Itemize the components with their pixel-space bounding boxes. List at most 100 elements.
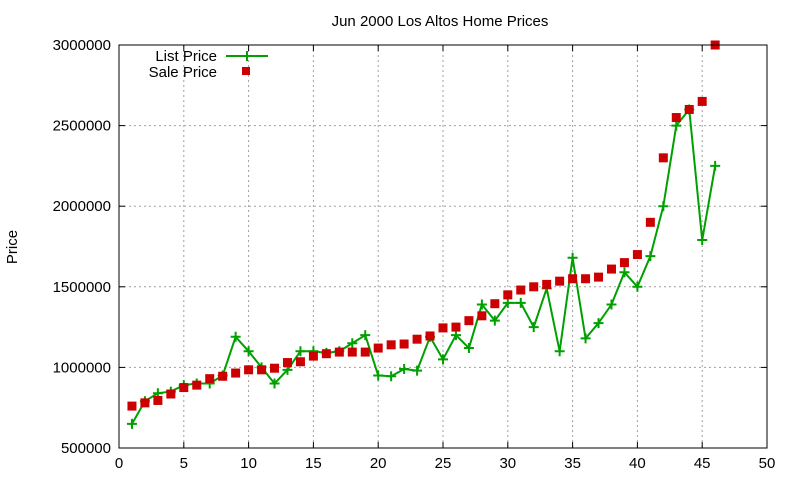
list-price-point (295, 346, 306, 357)
sale-price-point (619, 258, 629, 268)
sale-price-point (594, 272, 604, 282)
list-price-point (386, 371, 397, 382)
sale-price-point (684, 104, 694, 114)
list-price-point (476, 299, 487, 310)
sale-price-point (412, 334, 422, 344)
sale-price-point (581, 274, 591, 284)
sale-price-point (671, 113, 681, 123)
sale-price-point (606, 264, 616, 274)
list-price-point (567, 252, 578, 263)
legend-entry-list-price: List Price (155, 48, 268, 65)
y-tick-label: 3000000 (53, 37, 111, 54)
sale-price-point (127, 401, 137, 411)
sale-price-point (270, 363, 280, 373)
list-price-point (606, 299, 617, 310)
sale-price-point (192, 380, 202, 390)
sale-price-point (308, 351, 318, 361)
list-price-point (554, 346, 565, 357)
x-tick-label: 25 (435, 455, 452, 472)
x-tick-label: 35 (564, 455, 581, 472)
list-price-point (347, 338, 358, 349)
sale-price-point (334, 347, 344, 357)
sale-price-point (373, 343, 383, 353)
sale-price-point (295, 357, 305, 367)
list-price-point (230, 331, 241, 342)
x-tick-label: 5 (180, 455, 188, 472)
sale-price-point (166, 389, 176, 399)
list-price-point (399, 364, 410, 375)
sale-price-point (516, 285, 526, 295)
list-price-point (671, 120, 682, 131)
sale-price-point (399, 339, 409, 349)
legend-square-marker (242, 67, 250, 75)
plot-border (118, 44, 768, 449)
y-tick-label: 500000 (61, 440, 111, 457)
sale-price-point (425, 331, 435, 341)
list-price-point (243, 346, 254, 357)
sale-price-point (477, 311, 487, 321)
sale-price-point (205, 374, 215, 384)
sale-price-point (386, 340, 396, 350)
sale-price-point (231, 368, 241, 378)
y-axis-label: Price (4, 230, 21, 264)
sale-price-point (438, 323, 448, 333)
list-price-point (710, 160, 721, 171)
list-price-point (528, 322, 539, 333)
list-price-point (438, 354, 448, 365)
list-price-point (269, 378, 280, 389)
sale-price-point (244, 365, 254, 375)
sale-price-point (179, 383, 189, 393)
list-price-point (593, 318, 604, 329)
y-tick-label: 2000000 (53, 198, 111, 215)
list-price-point (580, 333, 591, 344)
sale-price-point (632, 250, 642, 260)
sale-price-point (451, 322, 461, 332)
sale-price-point (542, 279, 552, 289)
sale-price-point (360, 347, 370, 357)
list-price-point (126, 418, 137, 429)
legend-label: Sale Price (149, 64, 217, 81)
sale-price-point (645, 217, 655, 227)
list-price-point (619, 267, 630, 278)
series (126, 40, 721, 429)
sale-price-point (153, 395, 163, 405)
y-tick-label: 1000000 (53, 359, 111, 376)
list-price-point (697, 235, 708, 246)
list-price-point (463, 343, 474, 354)
legend-entry-sale-price: Sale Price (149, 64, 250, 81)
sale-price-point (568, 274, 578, 284)
list-price-point (450, 330, 461, 341)
list-price-point (360, 330, 371, 341)
x-tick-label: 20 (370, 455, 387, 472)
list-price-point (373, 370, 384, 381)
sale-price-point (140, 398, 150, 408)
sale-price-point (347, 347, 357, 357)
list-price-point (502, 297, 513, 308)
x-tick-label: 45 (694, 455, 711, 472)
list-price-point (632, 281, 643, 292)
sale-price-point (697, 96, 707, 106)
legend-label: List Price (155, 48, 217, 65)
chart-title: Jun 2000 Los Altos Home Prices (332, 13, 549, 30)
sale-price-point (658, 153, 668, 163)
x-tick-label: 30 (499, 455, 516, 472)
sale-price-point (218, 371, 228, 381)
list-price-point (658, 201, 669, 212)
list-price-point (515, 297, 526, 308)
ticks: 0 5 10 15 20 25 30 35 40 45 50 500000 1000000 1500000… (53, 37, 776, 472)
x-tick-label: 0 (115, 455, 123, 472)
y-tick-label: 1500000 (53, 279, 111, 296)
list-price-point (412, 365, 423, 376)
sale-price-point (490, 299, 500, 309)
x-tick-label: 10 (240, 455, 257, 472)
sale-price-point (555, 276, 565, 286)
list-price-point (645, 251, 656, 262)
sale-price-point (529, 282, 539, 292)
x-tick-label: 40 (629, 455, 646, 472)
x-tick-label: 50 (759, 455, 776, 472)
sale-price-point (321, 349, 331, 359)
legend-plus-marker (242, 51, 252, 61)
x-tick-label: 15 (305, 455, 322, 472)
legend: List Price Sale Price (149, 48, 268, 81)
